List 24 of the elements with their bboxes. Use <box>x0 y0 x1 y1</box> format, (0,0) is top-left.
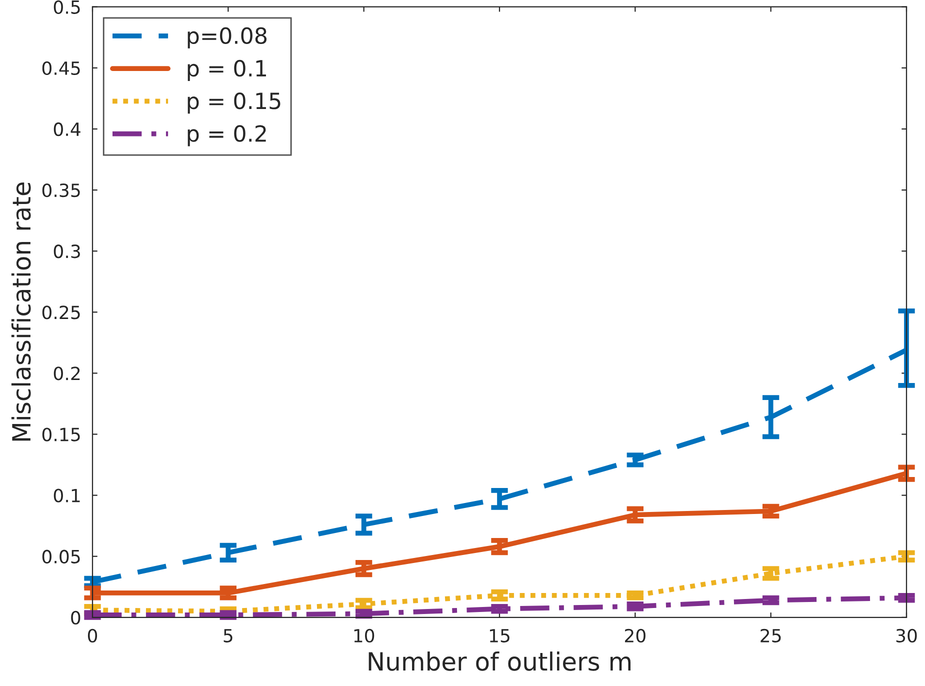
y-tick-label: 0.3 <box>54 244 80 258</box>
legend-label: p = 0.1 <box>188 60 266 81</box>
y-tick-label: 0.2 <box>54 366 80 380</box>
y-tick-label: 0.5 <box>54 0 80 14</box>
x-tick-label: 10 <box>354 628 374 642</box>
y-tick-label: 0.4 <box>54 122 80 136</box>
y-tick-label: 0.1 <box>54 488 80 502</box>
x-tick-label: 0 <box>88 628 98 642</box>
x-tick-label: 25 <box>760 628 781 642</box>
y-tick-label: 0.45 <box>42 61 80 76</box>
y-tick-label: 0.15 <box>42 428 80 442</box>
x-tick-label: 15 <box>490 629 510 642</box>
x-axis-title: Number of outliers m <box>368 652 630 671</box>
y-tick-label: 0.35 <box>42 183 80 198</box>
y-tick-label: 0.25 <box>42 306 80 320</box>
legend-label: p = 0.15 <box>188 92 280 114</box>
y-tick-label: 0.05 <box>42 550 80 564</box>
y-axis-title: Misclassification rate <box>11 182 31 441</box>
y-tick-label: 0 <box>71 610 80 625</box>
x-tick-label: 5 <box>224 629 232 642</box>
legend-label: p=0.08 <box>188 27 267 48</box>
x-tick-label: 30 <box>896 628 917 642</box>
legend-label: p = 0.2 <box>188 125 266 146</box>
x-tick-label: 20 <box>625 628 646 642</box>
